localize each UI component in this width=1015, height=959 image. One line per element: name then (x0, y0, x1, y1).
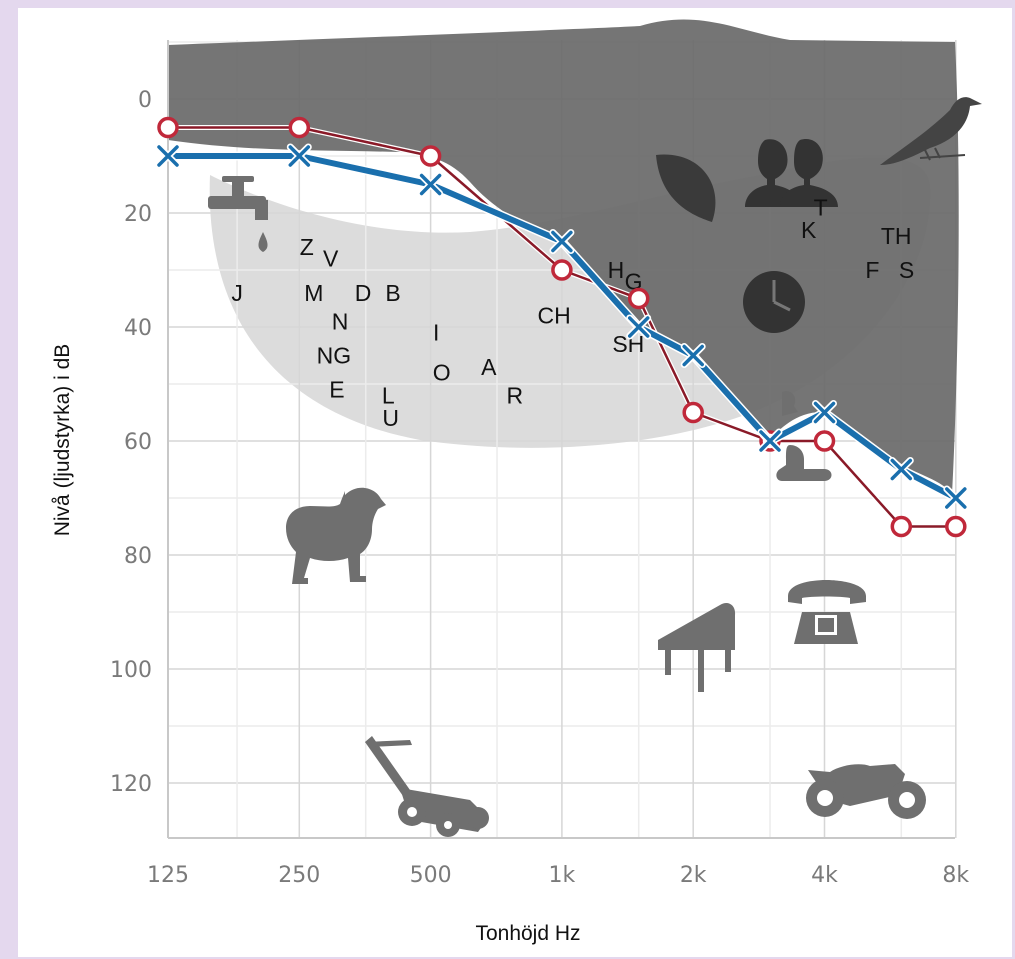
speech-sound-label: I (433, 320, 439, 346)
cross-marker (759, 430, 781, 452)
water-drop-icon (258, 232, 268, 252)
speech-sound-label: S (899, 257, 914, 283)
y-tick-label: 80 (124, 544, 152, 569)
speech-sound-label: V (323, 246, 339, 272)
bell-icon (776, 391, 832, 481)
speech-sound-label: K (801, 217, 817, 243)
speech-sound-label: L (382, 382, 395, 408)
x-tick-label: 4k (811, 863, 838, 888)
leaf-icon (656, 154, 716, 222)
cross-marker (419, 173, 442, 196)
speech-sound-label: A (481, 354, 497, 380)
audiogram-chart: 0 20 40 60 80 100 120 125 250 500 1k 2k 4k 8k J Z VM D B… (51, 19, 982, 945)
lawnmower-icon (365, 736, 489, 837)
motorcycle-icon (806, 764, 926, 819)
circle-marker (627, 287, 650, 310)
speech-sound-label: B (385, 280, 400, 306)
dog-icon (286, 487, 386, 584)
x-ticks: 125 250 500 1k 2k 4k 8k (147, 863, 969, 888)
circle-marker (813, 430, 836, 452)
speech-sound-label: CH (538, 303, 571, 329)
y-tick-label: 20 (124, 202, 152, 227)
speech-sound-label: H (608, 257, 625, 283)
x-tick-label: 1k (549, 863, 576, 888)
speech-sound-label: U (382, 405, 399, 431)
faucet-icon (208, 176, 268, 220)
piano-icon (658, 603, 736, 692)
speech-sound-label: T (814, 194, 828, 220)
speech-sound-label: J (231, 280, 243, 306)
cross-marker (551, 230, 573, 253)
y-axis-title: Nivå (ljudstyrka) i dB (51, 344, 74, 537)
series-line (168, 153, 958, 501)
speech-sound-label: TH (881, 223, 912, 249)
circle-marker (945, 515, 967, 538)
cross-marker (157, 145, 179, 167)
speech-sound-label: O (433, 360, 451, 386)
speech-sound-label: N (332, 308, 349, 334)
y-ticks: 0 20 40 60 80 100 120 (110, 88, 152, 797)
x-tick-label: 500 (410, 863, 452, 888)
y-tick-label: 120 (110, 772, 152, 797)
speech-sound-label: E (329, 377, 344, 403)
clock-icon (743, 271, 805, 333)
series (155, 116, 969, 538)
circle-marker (419, 145, 442, 167)
cross-marker (682, 344, 704, 367)
cross-marker (627, 316, 650, 338)
x-tick-label: 250 (278, 863, 320, 888)
above-threshold-region-group (168, 19, 959, 496)
axes-frame (167, 40, 955, 839)
speech-sound-label: D (355, 280, 372, 306)
cross-marker (813, 401, 836, 424)
x-tick-label: 8k (942, 863, 969, 888)
inaudible-region (168, 19, 959, 496)
bird-icon (880, 97, 982, 165)
circle-marker (682, 401, 704, 424)
people-silhouette-icon (745, 139, 838, 207)
x-tick-label: 2k (680, 863, 707, 888)
speech-sound-label: M (304, 280, 323, 306)
y-tick-label: 100 (110, 658, 152, 683)
cross-marker (890, 458, 913, 481)
y-tick-label: 0 (138, 88, 152, 113)
circle-marker (157, 116, 179, 139)
circle-marker (890, 515, 913, 538)
series-line (168, 126, 956, 528)
y-tick-label: 40 (124, 316, 152, 341)
speech-sound-label: F (865, 257, 879, 283)
y-tick-label: 60 (124, 430, 152, 455)
circle-marker (551, 259, 573, 281)
speech-sound-label: Z (300, 234, 314, 260)
telephone-icon (788, 580, 866, 644)
circle-marker (288, 116, 311, 139)
cross-marker (945, 487, 967, 509)
x-tick-label: 125 (147, 863, 189, 888)
speech-sound-label: NG (317, 343, 352, 369)
icons (208, 97, 982, 837)
speech-sound-label: R (507, 382, 524, 408)
cross-marker (288, 145, 311, 167)
x-axis-title: Tonhöjd Hz (475, 922, 580, 945)
